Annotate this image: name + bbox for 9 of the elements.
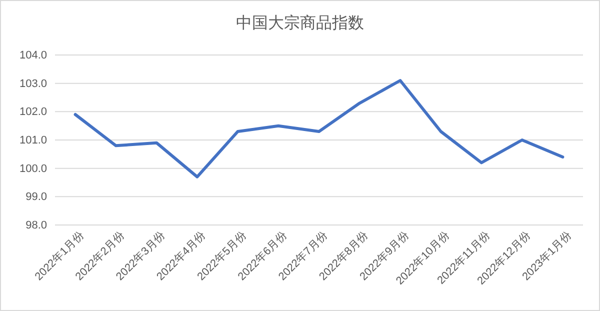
chart-title: 中国大宗商品指数	[236, 13, 364, 32]
y-tick-label: 100.0	[19, 162, 47, 175]
y-tick-label: 98.0	[26, 220, 47, 232]
y-tick-label: 102.0	[19, 106, 47, 118]
y-tick-label: 101.0	[19, 134, 47, 147]
y-tick-label: 104.0	[19, 50, 47, 62]
y-tick-label: 103.0	[19, 78, 47, 90]
line-series	[74, 79, 564, 178]
y-tick-label: 99.0	[26, 191, 47, 204]
